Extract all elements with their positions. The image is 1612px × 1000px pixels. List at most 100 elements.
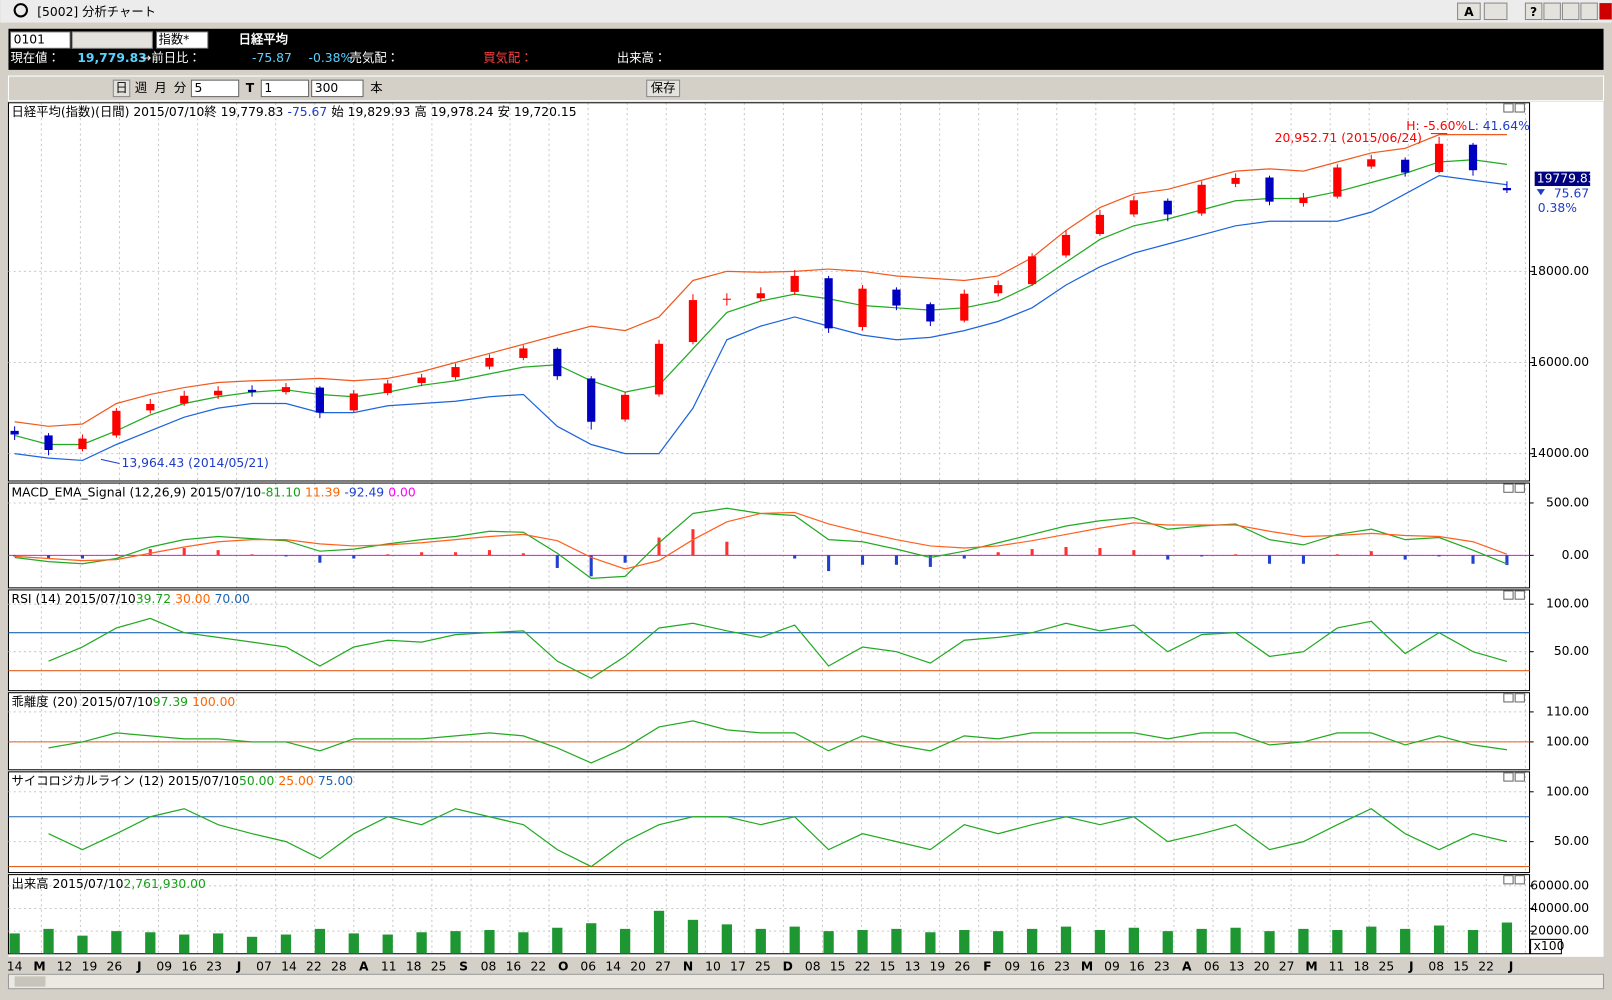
chart-area <box>8 101 1604 957</box>
x-tick-label: 13 <box>1229 960 1245 974</box>
histogram-bar <box>216 550 220 556</box>
annotation: L: 41.64% <box>1468 119 1530 133</box>
x-tick-label: 17 <box>730 960 746 974</box>
histogram-bar <box>1437 555 1441 557</box>
histogram-bar <box>521 553 525 556</box>
code-input[interactable] <box>10 31 71 49</box>
histogram-bar <box>1234 554 1238 556</box>
panel-border <box>7 482 1531 589</box>
minimize-button[interactable] <box>1543 2 1561 21</box>
help-button[interactable] <box>1524 2 1543 21</box>
period-month-label[interactable]: 月 <box>154 81 166 95</box>
panel-min-button[interactable] <box>1503 772 1514 782</box>
x-tick-label: M <box>33 960 45 974</box>
histogram-bar <box>1403 555 1407 560</box>
period-week-label[interactable]: 週 <box>135 81 147 95</box>
volume-bar <box>280 934 292 954</box>
tool-buttons[interactable] <box>71 31 153 49</box>
candle-body <box>180 395 189 404</box>
panel-close-button[interactable] <box>1514 875 1525 885</box>
period-day-label: 日 <box>115 81 127 95</box>
x-tick-label: A <box>1182 960 1192 974</box>
candle-body <box>1061 234 1071 256</box>
x-tick-label: A <box>359 960 369 974</box>
x-tick-label: 16 <box>181 960 197 974</box>
panel-close-button[interactable] <box>1514 483 1525 493</box>
y-tick-label: 0.00 <box>1562 548 1590 562</box>
panel-header-value: 終 19,779.83 <box>204 104 283 119</box>
panel-header-value: 70.00 <box>215 592 250 606</box>
panel-min-button[interactable] <box>1503 590 1514 600</box>
panel-header-value: 25.00 <box>278 774 313 788</box>
volume-bar <box>1400 928 1411 954</box>
panel-close-button[interactable] <box>1514 590 1525 600</box>
volume-bar <box>382 934 393 954</box>
histogram-bar <box>1301 555 1305 564</box>
unit-label: x100 <box>1534 939 1565 953</box>
x-tick-label: 16 <box>1029 960 1045 974</box>
x-tick-label: 28 <box>331 960 347 974</box>
panel-min-button[interactable] <box>1503 693 1514 703</box>
candle-body <box>383 383 392 394</box>
x-tick-label: 08 <box>1428 960 1444 974</box>
save-button[interactable] <box>646 79 681 98</box>
close-button[interactable] <box>1599 3 1612 20</box>
period-day[interactable] <box>112 79 131 98</box>
histogram-bar <box>250 554 254 556</box>
panel-header: MACD_EMA_Signal (12,26,9) 2015/07/10-81.… <box>12 485 416 499</box>
count-select[interactable] <box>311 79 364 98</box>
x-tick-label: 14 <box>7 960 23 974</box>
x-tick-label: 27 <box>1279 960 1295 974</box>
volume-bar <box>77 935 88 954</box>
panel-title: 日経平均(指数)(日間) 2015/07/10 <box>12 104 205 119</box>
maximize-button[interactable] <box>1561 2 1580 21</box>
candle-body <box>315 387 324 413</box>
help-button-label: ? <box>1530 5 1537 19</box>
y-tick-label: 100.00 <box>1546 784 1589 798</box>
copy-button[interactable] <box>1483 2 1508 21</box>
panel-min-button[interactable] <box>1503 103 1514 113</box>
last-price: 19779.83 <box>1537 171 1596 185</box>
panel-header-value: -81.10 <box>261 485 301 499</box>
panel-close-button[interactable] <box>1514 772 1525 782</box>
font-button[interactable] <box>1457 2 1481 21</box>
index-select[interactable] <box>155 31 209 49</box>
panel-border <box>7 589 1531 692</box>
x-tick-label: 19 <box>82 960 98 974</box>
x-tick-label: O <box>558 960 568 974</box>
volume-bar <box>1298 928 1309 954</box>
panel-close-button[interactable] <box>1514 103 1525 113</box>
panel-header-value: 50.00 <box>239 774 274 788</box>
minute-select[interactable] <box>190 79 240 98</box>
histogram-bar <box>1267 555 1272 564</box>
y-tick-label: 20000.00 <box>1530 924 1589 938</box>
volume-bar <box>246 936 258 954</box>
x-tick-label: 26 <box>107 960 123 974</box>
candle-body <box>214 390 223 396</box>
histogram-bar <box>386 554 390 556</box>
restore-button[interactable] <box>1580 2 1598 21</box>
period-minute-label[interactable]: 分 <box>174 81 187 95</box>
font-button-label: A <box>1464 5 1474 19</box>
histogram-bar <box>318 555 322 563</box>
down-marker <box>1536 189 1545 196</box>
charts: 14000.00 16000.00 18000.00 日経平均(指数)(日間) 201… <box>7 102 1596 974</box>
volume-bar <box>959 930 970 954</box>
panel-min-button[interactable] <box>1503 483 1514 493</box>
x-tick-label: 15 <box>1453 960 1469 974</box>
y-tick-label: 100.00 <box>1546 597 1589 611</box>
count-unit: 本 <box>370 81 382 95</box>
t-select[interactable] <box>260 79 310 98</box>
histogram-bar <box>1166 555 1170 560</box>
candle-body <box>78 438 87 450</box>
candle-body <box>281 387 291 393</box>
volume-bar <box>1433 925 1445 954</box>
histogram-bar <box>691 529 695 556</box>
panel-min-button[interactable] <box>1503 875 1514 885</box>
index-select-text: 指数* <box>159 32 190 47</box>
panel-close-button[interactable] <box>1514 693 1525 703</box>
scrollbar[interactable] <box>7 973 1605 990</box>
scroll-thumb[interactable] <box>14 976 46 987</box>
volume-bar <box>9 933 20 954</box>
